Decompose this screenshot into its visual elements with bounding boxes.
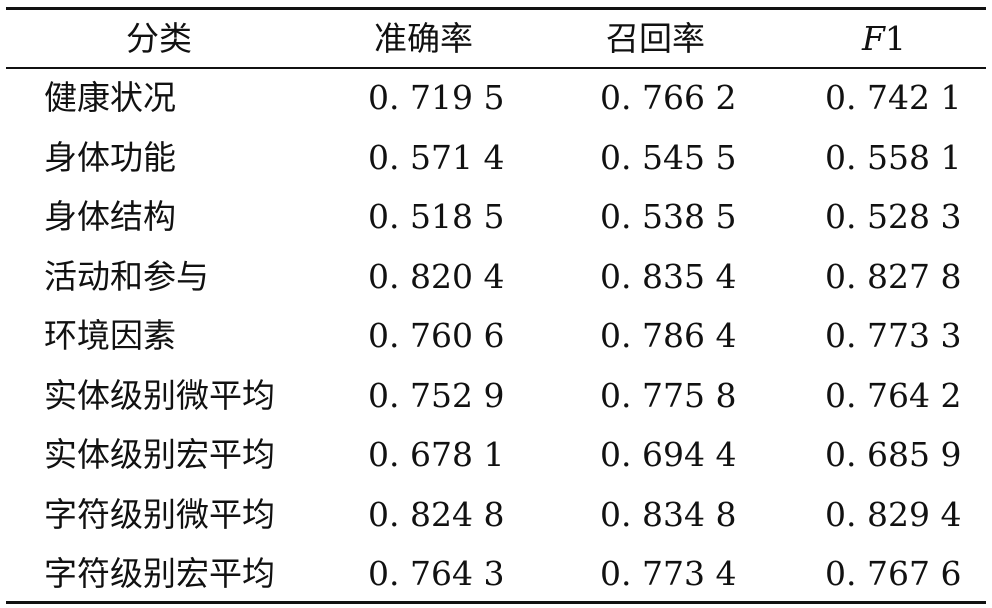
category-cell: 实体级别宏平均 — [44, 435, 275, 474]
bottom-rule — [6, 601, 986, 604]
table-row: 字符级别微平均 0. 824 8 0. 834 8 0. 829 4 — [0, 486, 992, 544]
precision-cell: 0. 760 6 — [368, 316, 505, 355]
recall-cell: 0. 786 4 — [600, 316, 737, 355]
top-rule — [6, 7, 986, 10]
table-row: 身体功能 0. 571 4 0. 545 5 0. 558 1 — [0, 129, 992, 187]
table-row: 实体级别微平均 0. 752 9 0. 775 8 0. 764 2 — [0, 367, 992, 425]
recall-cell: 0. 834 8 — [600, 494, 737, 534]
header-precision: 准确率 — [374, 19, 473, 58]
table-row: 环境因素 0. 760 6 0. 786 4 0. 773 3 — [0, 307, 992, 365]
table-row: 健康状况 0. 719 5 0. 766 2 0. 742 1 — [0, 69, 992, 127]
f1-cell: 0. 742 1 — [825, 78, 962, 117]
f1-cell: 0. 829 4 — [825, 494, 962, 534]
precision-cell: 0. 678 1 — [368, 435, 505, 474]
recall-cell: 0. 775 8 — [600, 375, 737, 415]
header-f1-letter: F — [862, 19, 885, 58]
table-row: 身体结构 0. 518 5 0. 538 5 0. 528 3 — [0, 188, 992, 246]
recall-cell: 0. 545 5 — [600, 137, 737, 177]
f1-cell: 0. 558 1 — [825, 137, 962, 177]
recall-cell: 0. 835 4 — [600, 256, 737, 296]
table-row: 实体级别宏平均 0. 678 1 0. 694 4 0. 685 9 — [0, 426, 992, 484]
f1-cell: 0. 685 9 — [825, 435, 962, 474]
header-category: 分类 — [126, 19, 192, 58]
header-f1-digit: 1 — [884, 19, 906, 58]
header-recall: 召回率 — [606, 19, 705, 58]
f1-cell: 0. 528 3 — [825, 197, 962, 236]
precision-cell: 0. 571 4 — [368, 137, 505, 177]
category-cell: 活动和参与 — [44, 256, 209, 296]
f1-cell: 0. 827 8 — [825, 256, 962, 296]
header-rule — [6, 67, 986, 69]
precision-cell: 0. 752 9 — [368, 375, 505, 415]
f1-cell: 0. 764 2 — [825, 375, 962, 415]
precision-cell: 0. 719 5 — [368, 78, 505, 117]
recall-cell: 0. 766 2 — [600, 78, 737, 117]
category-cell: 身体结构 — [44, 197, 176, 236]
f1-cell: 0. 773 3 — [825, 316, 962, 355]
category-cell: 字符级别微平均 — [44, 494, 275, 534]
table-row: 字符级别宏平均 0. 764 3 0. 773 4 0. 767 6 — [0, 545, 992, 603]
recall-cell: 0. 694 4 — [600, 435, 737, 474]
precision-cell: 0. 820 4 — [368, 256, 505, 296]
recall-cell: 0. 773 4 — [600, 554, 737, 593]
recall-cell: 0. 538 5 — [600, 197, 737, 236]
category-cell: 健康状况 — [44, 78, 176, 117]
precision-cell: 0. 518 5 — [368, 197, 505, 236]
precision-cell: 0. 764 3 — [368, 554, 505, 593]
category-cell: 身体功能 — [44, 137, 176, 177]
table-header-row: 分类 准确率 召回率 F1 — [0, 10, 992, 68]
precision-cell: 0. 824 8 — [368, 494, 505, 534]
category-cell: 环境因素 — [44, 316, 176, 355]
category-cell: 实体级别微平均 — [44, 375, 275, 415]
header-f1: F1 — [862, 10, 906, 68]
category-cell: 字符级别宏平均 — [44, 554, 275, 593]
table-row: 活动和参与 0. 820 4 0. 835 4 0. 827 8 — [0, 248, 992, 306]
f1-cell: 0. 767 6 — [825, 554, 962, 593]
